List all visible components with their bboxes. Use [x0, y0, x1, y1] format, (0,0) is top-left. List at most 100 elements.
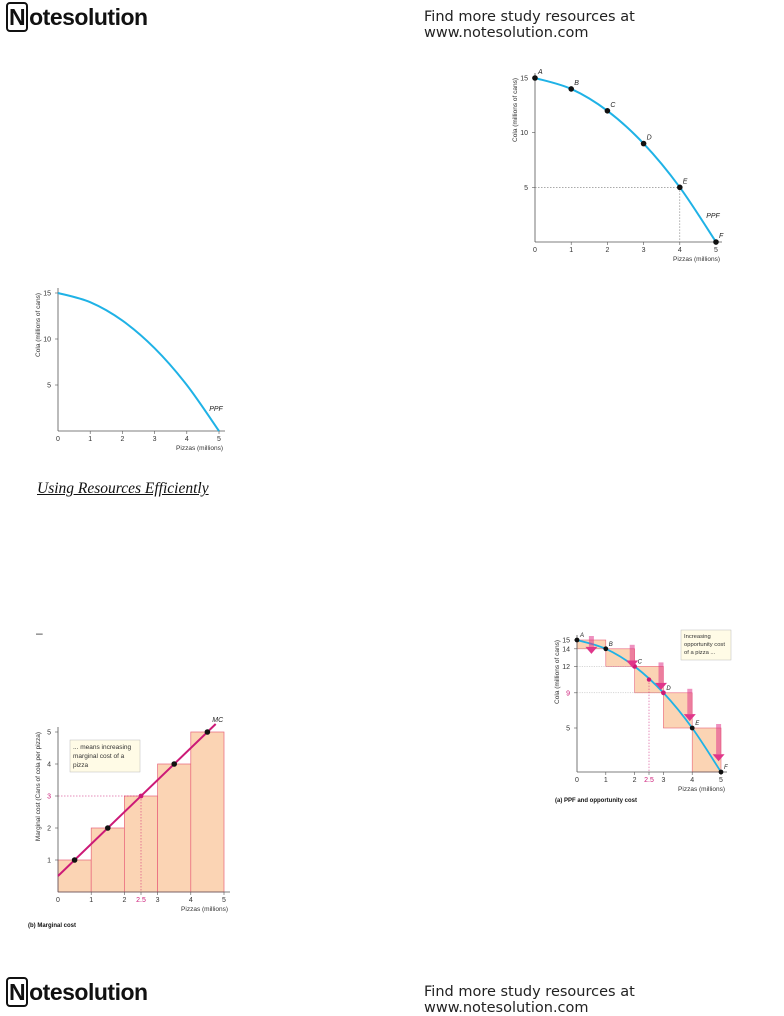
ppf-points-chart: 0 1 2 3 4 5 5 10 15 Pizzas (millions) Cola (millio…	[512, 69, 724, 263]
ppf-point	[713, 239, 719, 245]
x-tick-label: 0	[575, 777, 579, 784]
ppf-point	[677, 184, 683, 191]
ppf-point-label: A	[537, 69, 543, 76]
y-tick-label: 10	[43, 337, 51, 344]
header-promo-text: Find more study resources at www.notesol…	[424, 9, 635, 41]
y-tick-label: 5	[47, 730, 51, 737]
note-text: of a pizza ...	[684, 650, 716, 656]
y-tick-label: 15	[562, 638, 570, 645]
ppf-point	[661, 690, 666, 696]
ppf-point-label: E	[695, 721, 700, 727]
x-tick-label: 2	[633, 777, 637, 784]
x-tick-label: 3	[642, 247, 646, 254]
x-axis-label: Pizzas (millions)	[678, 786, 725, 793]
mc-highlight-point	[138, 793, 144, 799]
stray-mark: –	[36, 626, 43, 640]
opportunity-arrow-shaft	[687, 688, 693, 715]
mc-bar	[190, 731, 225, 893]
x-axis-label: Pizzas (millions)	[673, 256, 720, 263]
mc-bar	[157, 763, 192, 893]
mc-point	[171, 761, 177, 767]
mc-line	[57, 723, 217, 877]
ppf-point	[574, 637, 580, 643]
note-box	[69, 739, 141, 773]
opportunity-arrow-head	[712, 754, 725, 762]
footer-logo-text: otesolution	[29, 979, 148, 1005]
y-tick-label: 5	[524, 185, 528, 192]
ppf-point-label: A	[579, 633, 584, 639]
x-tick-label: 2	[122, 897, 126, 904]
section-heading: Using Resources Efficiently	[37, 480, 209, 497]
mc-line-label: MC	[212, 717, 224, 724]
x-tick-label: 5	[222, 897, 226, 904]
y-tick-label: 3	[47, 794, 51, 801]
mc-point	[105, 825, 111, 831]
highlight-point	[646, 677, 652, 682]
ppf-point-label: F	[724, 765, 728, 771]
ppf-curve-label: PPF	[706, 213, 720, 220]
y-tick-label: 5	[47, 383, 51, 390]
x-tick-label: 4	[678, 247, 682, 254]
note-text: Increasing	[684, 634, 711, 640]
y-tick-label: 4	[47, 762, 51, 769]
ppf-point-label: D	[647, 135, 652, 142]
y-tick-label: 1	[47, 858, 51, 865]
x-tick-label: 0	[56, 436, 60, 443]
note-text: ... means increasing	[73, 744, 132, 751]
mc-bar	[90, 827, 125, 893]
ppf-point	[718, 769, 724, 775]
x-tick-label: 1	[569, 247, 573, 254]
x-tick-label: 0	[56, 897, 60, 904]
y-axis-label: Cola (millions of cans)	[512, 78, 519, 142]
x-tick-label: 4	[189, 897, 193, 904]
x-tick-label: 3	[153, 436, 157, 443]
ppf-point-label: D	[666, 686, 671, 692]
chart-caption: (b) Marginal cost	[28, 923, 76, 929]
x-tick-label: 4	[185, 436, 189, 443]
ppf-point-label: F	[719, 233, 724, 240]
y-tick-label: 2	[47, 826, 51, 833]
footer-logo-initial: N	[6, 977, 29, 1007]
note-text: marginal cost of a	[73, 753, 125, 760]
x-tick-label: 2.5	[136, 897, 146, 904]
marginal-cost-chart: 0 1 2 2.5 3 4 5 1 2 3 4 5 Pizzas (millions) Marginal …	[28, 717, 230, 929]
y-tick-label: 9	[566, 690, 570, 697]
x-tick-label: 3	[156, 897, 160, 904]
opportunity-arrow-head	[655, 682, 667, 690]
y-tick-label: 15	[43, 291, 51, 298]
ppf-curve	[534, 77, 717, 243]
ppf-point-label: B	[574, 80, 579, 87]
footer-promo-text: Find more study resources at www.notesol…	[424, 984, 635, 1016]
logo-initial: N	[6, 2, 29, 32]
opportunity-arrow-head	[626, 660, 639, 668]
y-axis-label: Marginal cost (Cans of cola per pizza)	[35, 732, 42, 841]
opportunity-arrow-shaft	[588, 636, 594, 647]
y-tick-label: 10	[520, 130, 528, 137]
mc-point	[71, 857, 78, 863]
note-box	[680, 629, 732, 661]
x-axis-label: Pizzas (millions)	[176, 445, 223, 452]
x-tick-label: 1	[88, 436, 92, 443]
opportunity-arrow-head	[683, 714, 696, 722]
y-tick-label: 15	[520, 76, 528, 83]
ppf-plain-chart: 0 1 2 3 4 5 5 10 15 Pizzas (millions) Cola (millio…	[35, 288, 225, 452]
logo-text: otesolution	[29, 4, 148, 30]
chart-caption: (a) PPF and opportunity cost	[555, 798, 637, 804]
x-tick-label: 2.5	[644, 777, 654, 784]
opportunity-arrow-shaft	[716, 724, 722, 755]
x-tick-label: 0	[533, 247, 537, 254]
mc-bar	[57, 859, 92, 893]
opportunity-arrow-head	[585, 646, 598, 654]
ppf-point	[604, 108, 611, 114]
opportunity-arrow-shaft	[629, 644, 635, 661]
ppf-point-label: C	[638, 659, 643, 665]
ppf-point	[640, 140, 647, 147]
ppf-point	[603, 646, 609, 652]
ppf-curve-label: PPF	[209, 406, 223, 413]
y-tick-label: 5	[566, 726, 570, 733]
x-tick-label: 2	[120, 436, 124, 443]
ppf-point-label: C	[610, 102, 616, 109]
ppf-point	[568, 86, 574, 92]
